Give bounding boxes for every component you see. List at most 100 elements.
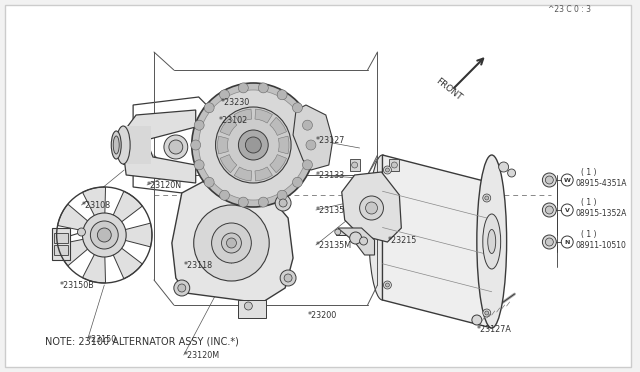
Text: *23135: *23135 <box>316 205 345 215</box>
Circle shape <box>90 221 118 249</box>
Bar <box>389 159 399 171</box>
Circle shape <box>238 197 248 207</box>
Circle shape <box>275 195 291 211</box>
Polygon shape <box>234 167 252 181</box>
Polygon shape <box>121 110 196 183</box>
Circle shape <box>178 284 186 292</box>
Ellipse shape <box>369 155 396 300</box>
Bar <box>336 229 354 235</box>
Circle shape <box>360 196 383 220</box>
Text: *23120N: *23120N <box>147 180 182 189</box>
Circle shape <box>545 238 554 246</box>
Circle shape <box>194 205 269 281</box>
Circle shape <box>245 137 261 153</box>
Polygon shape <box>58 204 104 235</box>
Circle shape <box>192 83 315 207</box>
Text: ^23 C 0 : 3: ^23 C 0 : 3 <box>548 5 591 14</box>
Circle shape <box>77 228 85 236</box>
Text: *23230: *23230 <box>221 97 250 106</box>
Bar <box>54 233 68 243</box>
Circle shape <box>227 238 236 248</box>
Text: N: N <box>564 240 570 244</box>
Circle shape <box>238 83 248 93</box>
Text: *23135M: *23135M <box>316 241 352 250</box>
Polygon shape <box>220 117 237 135</box>
Circle shape <box>335 229 340 235</box>
Circle shape <box>169 140 183 154</box>
Circle shape <box>220 190 230 200</box>
Circle shape <box>351 162 358 168</box>
Text: ( 1 ): ( 1 ) <box>581 167 596 176</box>
Polygon shape <box>270 117 287 135</box>
Text: 08915-1352A: 08915-1352A <box>575 208 627 218</box>
Circle shape <box>545 176 554 184</box>
Text: ( 1 ): ( 1 ) <box>581 230 596 238</box>
Circle shape <box>542 173 556 187</box>
Circle shape <box>542 203 556 217</box>
Circle shape <box>212 223 252 263</box>
Polygon shape <box>234 109 252 123</box>
Bar <box>123 126 151 164</box>
Bar <box>54 245 68 255</box>
Ellipse shape <box>116 126 130 164</box>
Text: W: W <box>564 177 571 183</box>
Polygon shape <box>218 136 228 154</box>
Polygon shape <box>342 172 401 242</box>
Text: *23200: *23200 <box>308 311 337 320</box>
Text: V: V <box>564 208 570 212</box>
Circle shape <box>385 283 389 287</box>
Circle shape <box>306 140 316 150</box>
Circle shape <box>280 270 296 286</box>
Text: *23150B: *23150B <box>60 280 94 289</box>
Circle shape <box>198 90 308 200</box>
Circle shape <box>360 237 367 245</box>
Circle shape <box>191 140 201 150</box>
Circle shape <box>385 168 389 172</box>
Polygon shape <box>383 155 492 328</box>
Circle shape <box>239 130 268 160</box>
Circle shape <box>164 135 188 159</box>
Bar <box>239 300 266 318</box>
Polygon shape <box>104 223 152 247</box>
Polygon shape <box>338 228 374 255</box>
Polygon shape <box>104 235 142 279</box>
Text: *23118: *23118 <box>184 260 213 269</box>
Circle shape <box>216 107 291 183</box>
Circle shape <box>279 199 287 207</box>
Text: NOTE: 23100 ALTERNATOR ASSY (INC.*): NOTE: 23100 ALTERNATOR ASSY (INC.*) <box>45 337 239 347</box>
Circle shape <box>392 162 397 168</box>
Circle shape <box>259 197 268 207</box>
Polygon shape <box>104 191 142 235</box>
Circle shape <box>542 235 556 249</box>
Circle shape <box>508 169 516 177</box>
Circle shape <box>194 160 204 170</box>
Circle shape <box>349 232 362 244</box>
Text: *23215: *23215 <box>387 235 417 244</box>
Polygon shape <box>172 176 293 303</box>
Polygon shape <box>293 105 333 170</box>
Circle shape <box>284 274 292 282</box>
Text: 08911-10510: 08911-10510 <box>575 241 626 250</box>
Text: *23133: *23133 <box>316 170 345 180</box>
Polygon shape <box>220 155 237 173</box>
Circle shape <box>472 315 482 325</box>
Circle shape <box>174 280 189 296</box>
Bar <box>52 228 70 260</box>
Text: FRONT: FRONT <box>434 76 464 102</box>
Circle shape <box>259 83 268 93</box>
Ellipse shape <box>111 131 121 159</box>
Text: ( 1 ): ( 1 ) <box>581 198 596 206</box>
Ellipse shape <box>488 230 496 253</box>
Text: *23120M: *23120M <box>184 350 220 359</box>
Text: *23127A: *23127A <box>477 326 512 334</box>
Circle shape <box>483 194 491 202</box>
Circle shape <box>303 120 312 130</box>
Text: *23108: *23108 <box>81 201 111 209</box>
Circle shape <box>292 177 303 187</box>
Circle shape <box>499 162 509 172</box>
Bar <box>349 159 360 171</box>
Text: *23102: *23102 <box>218 115 248 125</box>
Polygon shape <box>83 187 106 235</box>
Circle shape <box>303 160 312 170</box>
Circle shape <box>220 90 230 100</box>
